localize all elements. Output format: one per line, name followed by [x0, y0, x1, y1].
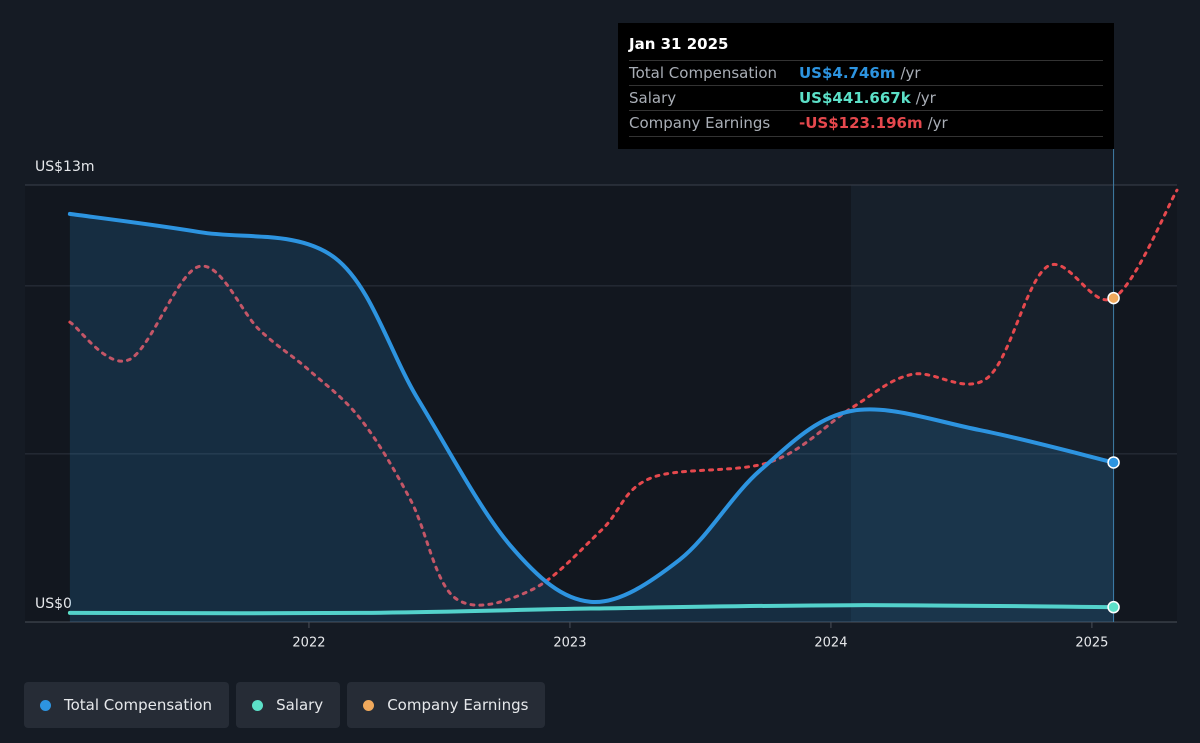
area: [69, 213, 1114, 622]
legend-label: Total Compensation: [64, 696, 213, 714]
highlight-band: [851, 185, 1113, 622]
legend-item[interactable]: Total Compensation: [24, 682, 230, 728]
tooltip-value: US$441.667k/yr: [799, 86, 936, 111]
tooltip-name: Company Earnings: [629, 114, 771, 132]
legend-dot: [40, 699, 51, 711]
legend-dot: [363, 699, 375, 711]
legend: Total Compensation Salary Company Earnin…: [24, 682, 546, 728]
legend-item[interactable]: Salary: [236, 682, 341, 728]
tooltip-unit: /yr: [927, 114, 948, 132]
point: [1107, 600, 1120, 614]
tooltip-unit: /yr: [915, 89, 936, 107]
tooltip-value-text: -US$123.196m: [799, 114, 923, 132]
tooltip: Jan 31 2025 Total Compensation US$4.746m…: [618, 23, 1114, 149]
point: [1107, 456, 1120, 469]
tooltip-value: -US$123.196m/yr: [799, 111, 948, 136]
point: [1107, 291, 1120, 305]
y-tick-label: US$13m: [35, 159, 95, 175]
legend-dot: [252, 699, 264, 711]
tooltip-title: Jan 31 2025: [629, 35, 729, 53]
tooltip-value: US$4.746m/yr: [799, 61, 921, 86]
x-tick-label: 2025: [1075, 636, 1108, 651]
line: [67, 211, 1116, 604]
tooltip-value-text: US$4.746m: [799, 64, 896, 82]
tooltip-row: Salary US$441.667k/yr: [629, 85, 1103, 111]
tooltip-name: Total Compensation: [629, 64, 778, 82]
x-tick-label: 2024: [814, 636, 847, 651]
tooltip-value-text: US$441.667k: [799, 89, 911, 107]
x-tick-label: 2022: [292, 636, 325, 651]
tooltip-row: Company Earnings -US$123.196m/yr: [629, 110, 1103, 137]
y-tick-label: US$0: [35, 596, 72, 612]
legend-item[interactable]: Company Earnings: [347, 682, 546, 728]
tooltip-name: Salary: [629, 89, 677, 107]
line: [67, 603, 1116, 616]
legend-label: Company Earnings: [387, 696, 529, 714]
x-tick-label: 2023: [553, 636, 586, 651]
tooltip-row: Total Compensation US$4.746m/yr: [629, 60, 1103, 86]
legend-label: Salary: [276, 696, 324, 714]
tooltip-unit: /yr: [900, 64, 921, 82]
